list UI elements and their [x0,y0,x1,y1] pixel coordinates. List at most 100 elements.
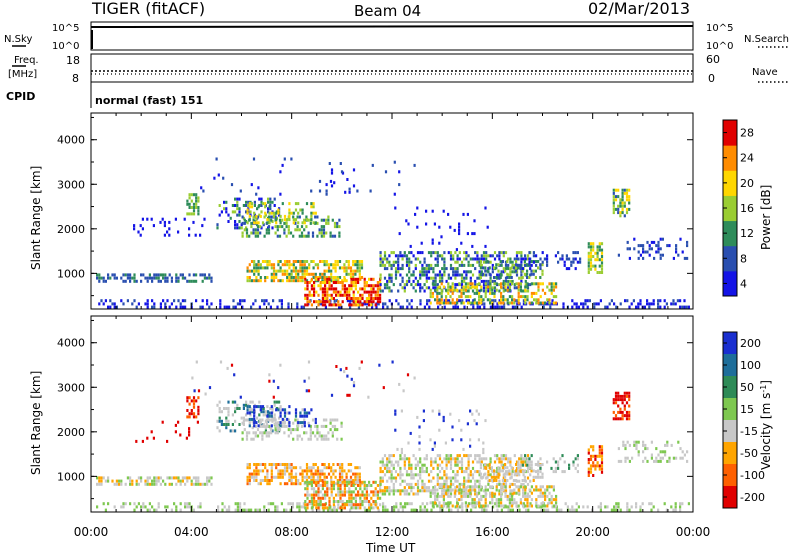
power-echo-cell [575,302,578,306]
velocity-echo-cell [443,457,446,461]
power-echo-cell [199,233,202,237]
power-echo-cell [115,276,118,280]
velocity-echo-cell [659,450,662,454]
power-echo-cell [337,303,340,307]
power-echo-cell [310,205,313,209]
power-echo-cell [440,291,443,295]
velocity-echo-cell [430,508,433,512]
power-echo-cell [216,223,219,227]
power-echo-cell [454,260,457,264]
power-echo-cell [141,227,144,231]
velocity-echo-cell [482,494,485,498]
power-echo-cell [410,283,413,287]
power-echo-cell [203,217,206,221]
power-echo-cell [346,293,349,297]
velocity-echo-cell [308,469,311,473]
power-echo-cell [401,267,404,271]
power-echo-cell [451,288,454,292]
nave-right-tick-top: 60 [706,53,720,66]
power-echo-cell [283,157,286,161]
power-echo-cell [443,260,446,264]
power-echo-cell [576,260,579,264]
velocity-echo-cell [336,479,339,482]
velocity-echo-cell [478,498,481,502]
power-echo-cell [223,207,226,211]
velocity-echo-cell [482,473,486,477]
velocity-echo-cell [246,405,249,409]
velocity-echo-cell [454,486,457,490]
velocity-echo-cell [619,394,622,398]
power-echo-cell [657,302,660,306]
velocity-echo-cell [541,501,544,505]
velocity-echo-cell [265,418,268,422]
velocity-echo-cell [193,389,196,393]
power-echo-cell [360,260,364,263]
velocity-echo-cell [321,503,324,507]
power-echo-cell [455,248,458,252]
velocity-echo-cell [321,463,324,466]
power-echo-cell [478,260,481,264]
velocity-echo-cell [155,482,158,486]
power-echo-cell [308,281,311,284]
power-echo-cell [546,285,549,289]
power-echo-cell [278,218,282,222]
power-echo-cell [501,260,504,263]
velocity-echo-cell [419,466,422,470]
power-echo-cell [162,276,165,280]
power-echo-cell [256,215,260,219]
velocity-echo-cell [419,470,422,474]
power-echo-cell [241,305,244,309]
power-echo-cell [168,227,171,231]
velocity-echo-cell [228,505,231,509]
power-echo-cell [253,263,256,267]
power-echo-cell [314,221,317,225]
power-echo-cell [184,276,187,280]
velocity-echo-cell [552,504,555,508]
velocity-echo-cell [358,475,361,479]
velocity-echo-cell [454,479,457,483]
power-echo-cell [365,290,368,294]
velocity-echo-cell [324,496,327,500]
velocity-echo-cell [291,502,294,506]
velocity-echo-cell [181,476,184,480]
velocity-echo-cell [617,410,620,414]
velocity-echo-cell [350,506,353,510]
power-echo-cell [598,264,601,268]
power-echo-cell [507,279,510,283]
power-echo-cell [361,293,364,297]
power-echo-cell [421,263,424,267]
power-echo-cell [324,284,327,288]
nsky-right-tick-bottom: 10^0 [706,41,733,52]
power-echo-cell [438,254,442,258]
velocity-echo-cell [361,480,364,484]
power-echo-cell [491,267,494,271]
velocity-echo-cell [513,482,516,486]
velocity-echo-cell [392,466,395,470]
velocity-echo-cell [642,450,645,454]
velocity-echo-cell [195,479,198,483]
velocity-echo-cell [526,482,530,486]
power-echo-cell [334,266,337,270]
power-echo-cell [537,282,540,286]
power-echo-cell [122,302,125,306]
velocity-echo-cell [266,472,269,476]
power-echo-cell [390,267,393,271]
power-echo-cell [285,234,288,238]
velocity-echo-cell [421,482,424,486]
velocity-echo-cell [403,489,406,493]
power-echo-cell [257,205,260,209]
power-echo-cell [467,263,470,267]
velocity-echo-cell [519,501,522,505]
velocity-echo-cell [357,506,360,510]
power-echo-cell [406,305,409,309]
velocity-echo-cell [208,476,211,480]
power-echo-cell [253,269,256,273]
velocity-echo-cell [262,410,265,414]
velocity-echo-cell [464,504,467,508]
velocity-echo-cell [537,488,540,492]
power-echo-cell [612,201,615,205]
velocity-echo-cell [129,476,132,480]
power-echo-cell [509,267,512,271]
velocity-echo-cell [530,460,533,464]
power-echo-cell [327,263,331,267]
